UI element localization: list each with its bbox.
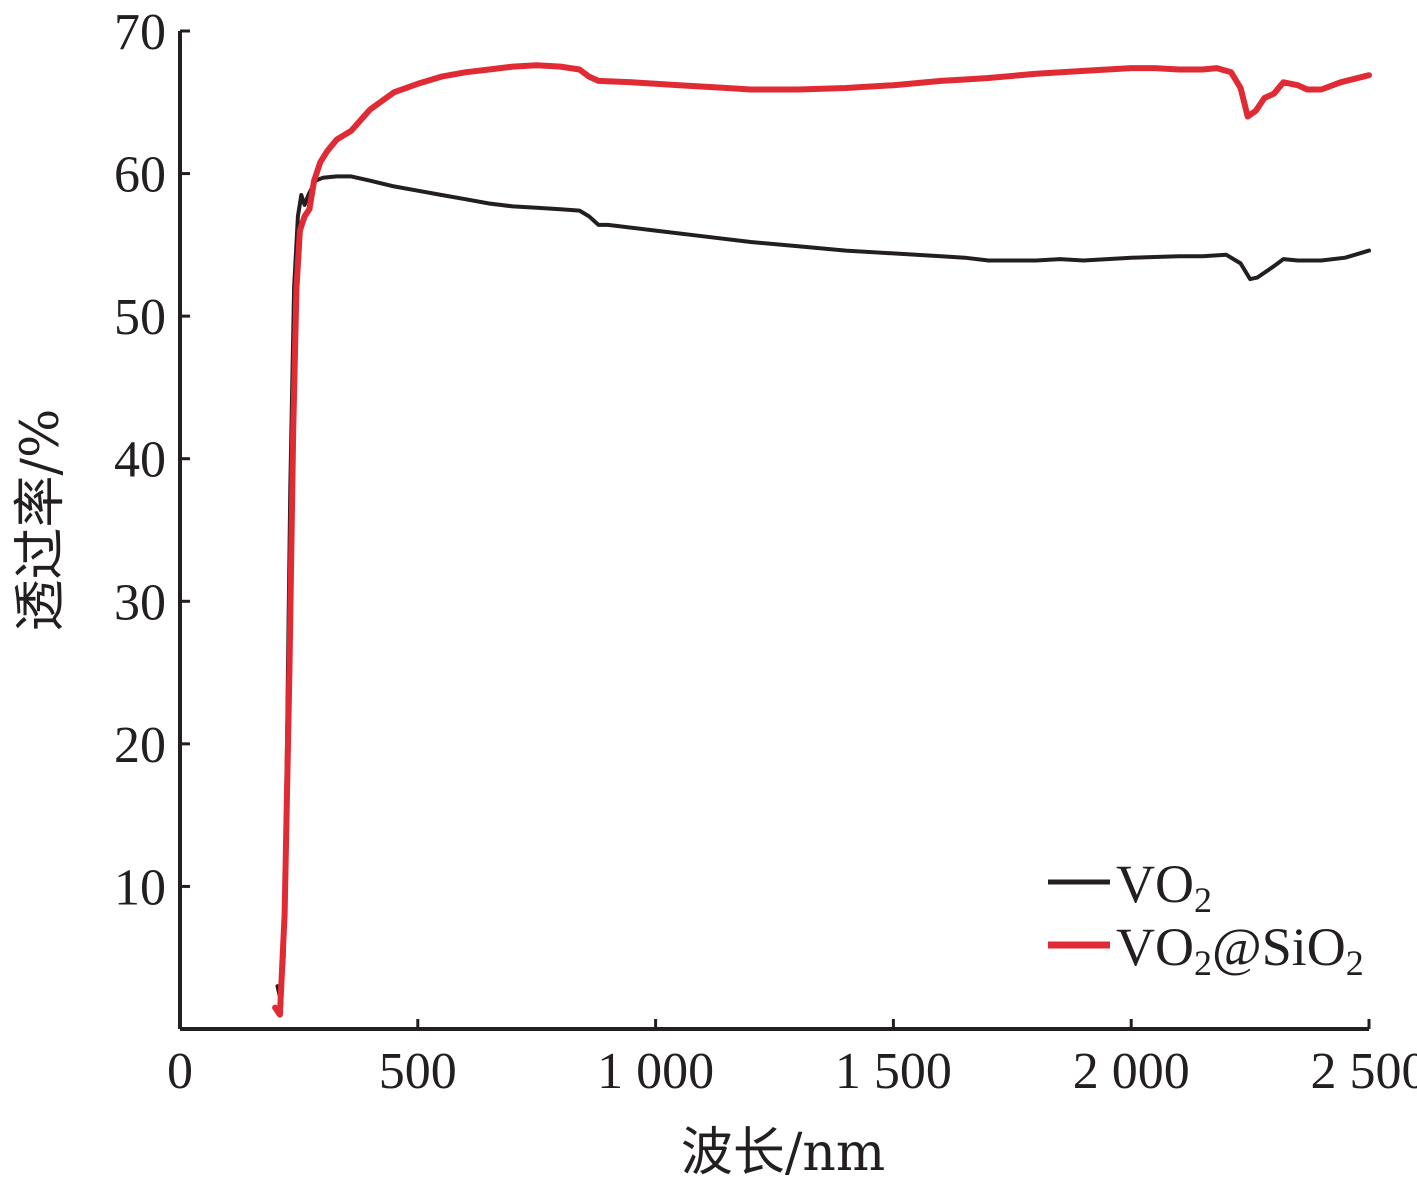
y-tick-label: 20 xyxy=(114,717,166,774)
y-tick-label: 50 xyxy=(114,289,166,346)
series-lines xyxy=(272,62,1372,1018)
series-line-vo2-sio2 xyxy=(272,62,1372,1018)
legend-label-vo2: VO2 xyxy=(1116,854,1212,920)
x-tick-label: 1 000 xyxy=(597,1043,714,1100)
y-tick-label: 10 xyxy=(114,859,166,916)
y-tick-label: 70 xyxy=(114,4,166,61)
series-line-vo2 xyxy=(275,174,1371,1003)
y-tick-label: 60 xyxy=(114,147,166,204)
y-axis-title: 透过率/% xyxy=(11,409,71,632)
x-tick-label: 2 500 xyxy=(1311,1043,1417,1100)
legend-label-vo2-sio2: VO2@SiO2 xyxy=(1116,917,1364,983)
x-tick-label: 2 000 xyxy=(1073,1043,1190,1100)
y-tick-label: 30 xyxy=(114,574,166,631)
y-tick-label: 40 xyxy=(114,432,166,489)
axes: 10 20 30 40 50 60 70 0 500 1 000 1 500 2 000 2 500 xyxy=(114,4,1417,1100)
x-tick-label: 0 xyxy=(167,1043,193,1100)
x-axis-title: 波长/nm xyxy=(681,1123,885,1181)
x-tick-label: 1 500 xyxy=(835,1043,952,1100)
x-tick-label: 500 xyxy=(379,1043,457,1100)
